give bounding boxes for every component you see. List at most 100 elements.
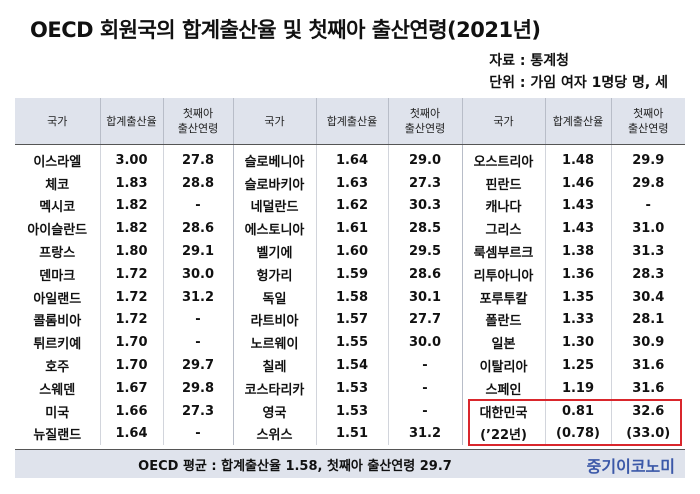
country-cell: 칠레 <box>232 354 316 377</box>
tfr-cell: 1.53 <box>315 399 388 423</box>
age-cell: 32.6 <box>610 399 685 423</box>
tfr-cell: 1.70 <box>99 354 163 377</box>
age-cell: 31.3 <box>610 240 685 263</box>
country-cell: 영국 <box>232 399 316 423</box>
country-cell: 라트비아 <box>232 308 316 332</box>
country-cell: 벨기에 <box>232 240 316 263</box>
tfr-cell: 1.61 <box>315 217 388 241</box>
age-cell: - <box>387 399 462 423</box>
tfr-cell: 1.72 <box>99 308 163 332</box>
table-row: 아일랜드 1.72 31.2 독일 1.58 30.1 포루투칼 1.35 30.4 <box>15 285 685 309</box>
header-age-line2: 출산연령 <box>177 122 219 135</box>
age-cell: 29.0 <box>387 144 462 172</box>
age-cell: 31.6 <box>610 354 685 377</box>
age-cell: 29.9 <box>610 144 685 172</box>
age-cell: 28.8 <box>162 171 233 195</box>
country-cell: 아이슬란드 <box>27 223 88 239</box>
age-cell: 29.7 <box>162 354 233 377</box>
country-cell: 핀란드 <box>461 171 545 195</box>
country-cell: 룩셈부르크 <box>461 240 545 263</box>
tfr-cell: 1.64 <box>99 422 163 446</box>
tfr-cell: 1.35 <box>544 285 611 309</box>
age-cell: 27.3 <box>387 171 462 195</box>
table-row: 체코 1.83 28.8 슬로바키아 1.63 27.3 핀란드 1.46 29.8 <box>15 171 685 195</box>
tfr-cell: (0.78) <box>544 422 611 446</box>
table-row: 호주 1.70 29.7 칠레 1.54- 이탈리아 1.25 31.6 <box>15 354 685 377</box>
table-row: 프랑스 1.80 29.1 벨기에 1.60 29.5 룩셈부르크 1.38 31.3 <box>15 240 685 263</box>
age-cell: 30.3 <box>387 194 462 218</box>
country-cell: 호주 <box>45 360 70 376</box>
tfr-cell: 1.19 <box>544 376 611 400</box>
age-cell: 31.6 <box>610 376 685 400</box>
country-cell: 독일 <box>232 285 316 309</box>
country-cell: 체코 <box>45 177 70 193</box>
country-cell: 덴마크 <box>39 268 76 284</box>
tfr-cell: 1.55 <box>315 331 388 355</box>
age-cell: 30.4 <box>610 285 685 309</box>
tfr-cell: 1.67 <box>99 376 163 400</box>
country-cell: 미국 <box>45 405 70 421</box>
fertility-table: 국가 합계출산율 첫째아 출산연령 국가 합계출산율 첫째아 출산연령 국가 합계출산율 첫째아 출산… <box>15 98 685 446</box>
age-cell: 31.2 <box>387 422 462 446</box>
age-cell: 29.5 <box>387 240 462 263</box>
table-body: 이스라엘 3.00 27.8 슬로베니아 1.64 29.0 오스트리아 1.48 29.9 체코… <box>15 144 685 446</box>
country-cell: 스페인 <box>461 376 545 400</box>
age-cell: 27.7 <box>387 308 462 332</box>
footer-bar: OECD 평균 : 합계출산율 1.58, 첫째아 출산연령 29.7 중기이코… <box>15 449 685 478</box>
age-cell: 28.6 <box>162 217 233 241</box>
tfr-cell: 1.54 <box>315 354 388 377</box>
header-country: 국가 <box>232 98 316 145</box>
country-cell: (’22년) <box>461 422 545 446</box>
tfr-cell: 1.70 <box>99 331 163 355</box>
country-cell: 슬로바키아 <box>232 171 316 195</box>
header-age-line2: 출산연령 <box>404 122 446 135</box>
country-cell: 아일랜드 <box>33 291 82 307</box>
age-cell: 27.3 <box>162 399 233 423</box>
age-cell: 30.9 <box>610 331 685 355</box>
country-cell: 일본 <box>461 331 545 355</box>
country-cell: 슬로베니아 <box>232 144 316 172</box>
age-cell: 30.0 <box>162 262 233 286</box>
tfr-cell: 0.81 <box>544 399 611 423</box>
tfr-cell: 1.72 <box>99 285 163 309</box>
age-cell: 29.1 <box>162 240 233 263</box>
age-cell: - <box>162 194 233 218</box>
age-cell: - <box>162 331 233 355</box>
source-unit-block: 자료 : 통계청 단위 : 가임 여자 1명당 명, 세 <box>489 50 668 94</box>
tfr-cell: 1.51 <box>315 422 388 446</box>
age-cell: 31.2 <box>162 285 233 309</box>
age-cell: 28.3 <box>610 262 685 286</box>
tfr-cell: 1.72 <box>99 262 163 286</box>
age-cell: - <box>162 422 233 446</box>
age-cell: 28.5 <box>387 217 462 241</box>
tfr-cell: 1.80 <box>99 240 163 263</box>
korea-highlight-box <box>468 399 682 446</box>
tfr-cell: 1.43 <box>544 217 611 241</box>
country-cell: 스위스 <box>232 422 316 446</box>
age-cell: 28.1 <box>610 308 685 332</box>
header-age-line1: 첫째아 <box>409 107 441 120</box>
country-cell: 멕시코 <box>39 200 76 216</box>
age-cell: - <box>387 354 462 377</box>
tfr-cell: 1.46 <box>544 171 611 195</box>
country-cell: 프랑스 <box>39 246 76 262</box>
header-country: 국가 <box>15 98 100 145</box>
country-cell: 네덜란드 <box>232 194 316 218</box>
source-label: 자료 : 통계청 <box>489 53 570 69</box>
age-cell: 29.8 <box>162 376 233 400</box>
header-first-birth-age: 첫째아 출산연령 <box>610 98 685 145</box>
tfr-cell: 1.30 <box>544 331 611 355</box>
tfr-cell: 1.63 <box>315 171 388 195</box>
tfr-cell: 1.58 <box>315 285 388 309</box>
country-cell: 콜롬비아 <box>33 314 82 330</box>
tfr-cell: 1.33 <box>544 308 611 332</box>
age-cell: 30.1 <box>387 285 462 309</box>
table-row: 스웨덴 1.67 29.8 코스타리카 1.53- 스페인 1.19 31.6 <box>15 376 685 400</box>
age-cell: - <box>610 194 685 218</box>
tfr-cell: 1.53 <box>315 376 388 400</box>
country-cell: 스웨덴 <box>39 382 76 398</box>
age-cell: 29.8 <box>610 171 685 195</box>
brand-logo: 중기이코노미 <box>586 457 675 476</box>
page-title: OECD 회원국의 합계출산율 및 첫째아 출산연령(2021년) <box>30 18 541 42</box>
table-row: 튀르키예 1.70- 노르웨이 1.55 30.0 일본 1.30 30.9 <box>15 331 685 355</box>
